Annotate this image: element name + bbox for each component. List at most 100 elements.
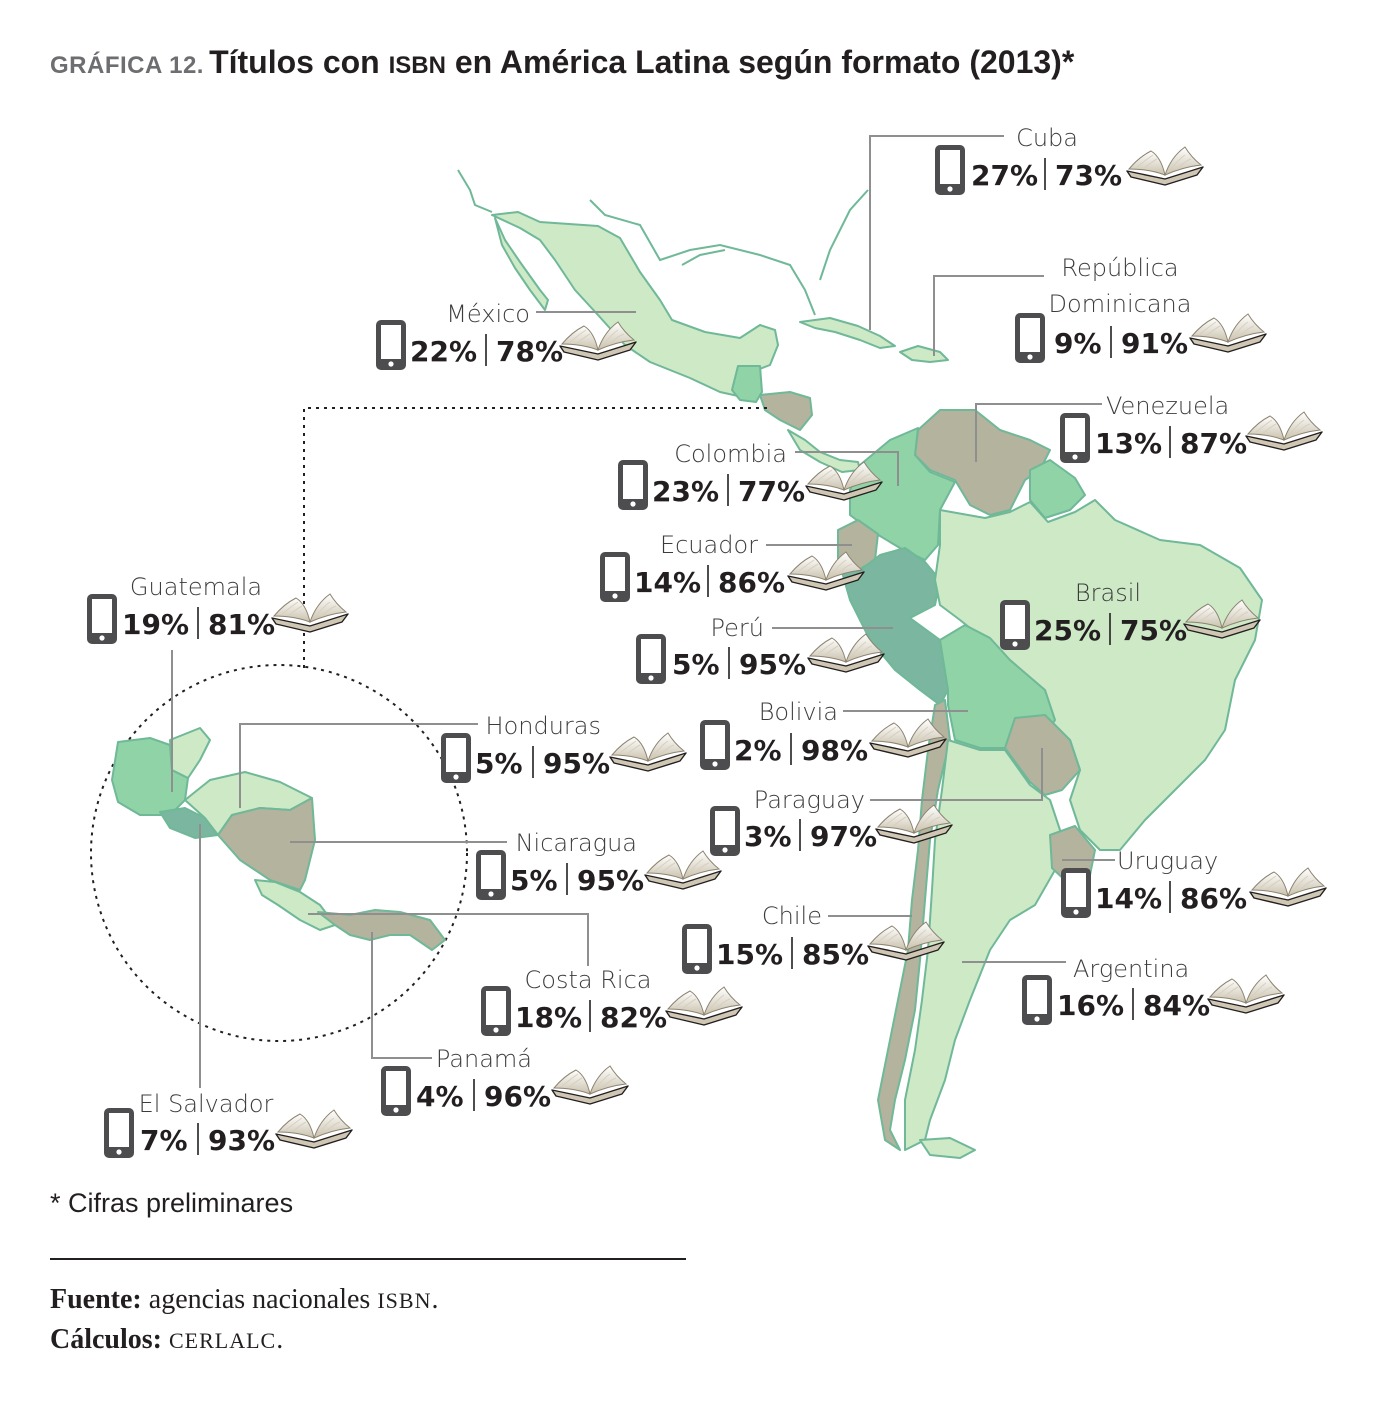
digital-percent: 19%: [122, 608, 189, 641]
phone-icon: [710, 806, 740, 856]
leader-lines: [171, 135, 1115, 1088]
digital-percent: 22%: [410, 335, 477, 368]
phone-icon: [935, 145, 965, 195]
open-book-icon: [1189, 313, 1267, 353]
country-name: Paraguay: [754, 786, 865, 814]
country-name: Chile: [762, 902, 822, 930]
chart-title: Títulos con ISBN en América Latina según…: [209, 44, 1074, 80]
digital-percent: 5%: [475, 747, 523, 780]
phone-icon: [700, 720, 730, 770]
print-percent: 87%: [1180, 427, 1247, 460]
label-paraguay: Paraguay 3% 97%: [710, 786, 953, 856]
phone-icon: [1022, 975, 1052, 1025]
digital-percent: 13%: [1095, 427, 1162, 460]
costarica-shape: [254, 879, 336, 931]
print-percent: 96%: [484, 1080, 551, 1113]
calculations-text: CERLALC: [169, 1328, 277, 1353]
print-percent: 98%: [801, 734, 868, 767]
digital-percent: 23%: [652, 475, 719, 508]
phone-icon: [1060, 413, 1090, 463]
label-dominicana: República Dominicana 9% 91%: [1015, 254, 1267, 363]
country-name: El Salvador: [139, 1090, 274, 1118]
phone-icon: [381, 1066, 411, 1116]
figure-number: GRÁFICA 12.: [50, 52, 204, 79]
digital-percent: 5%: [510, 864, 558, 897]
label-costarica: Costa Rica 18% 82%: [481, 966, 743, 1036]
country-name-line-2: Dominicana: [1049, 290, 1192, 318]
open-book-icon: [1245, 411, 1323, 451]
peru-shape: [839, 547, 949, 706]
digital-percent: 25%: [1034, 614, 1101, 647]
panama-shape: [317, 909, 446, 951]
country-name: Ecuador: [660, 531, 758, 559]
country-name: Bolivia: [759, 698, 838, 726]
label-peru: Perú 5% 95%: [636, 614, 885, 684]
label-colombia: Colombia 23% 77%: [618, 440, 883, 510]
label-brasil: Brasil 25% 75%: [1000, 579, 1261, 650]
label-mexico: México 22% 78%: [376, 300, 637, 370]
open-book-icon: [1126, 146, 1204, 186]
source-line: Fuente: agencias nacionales ISBN.: [50, 1284, 438, 1316]
phone-icon: [600, 552, 630, 602]
source-text: agencias nacionales: [148, 1284, 371, 1315]
print-percent: 95%: [577, 864, 644, 897]
source-label: Fuente:: [50, 1284, 142, 1315]
phone-icon: [104, 1108, 134, 1158]
title-part-1: Títulos con: [209, 44, 380, 80]
digital-percent: 9%: [1054, 327, 1102, 360]
calculations-label: Cálculos:: [50, 1324, 162, 1355]
label-elsalvador: El Salvador 7% 93%: [104, 1090, 353, 1158]
country-name: Venezuela: [1106, 392, 1229, 420]
phone-icon: [1061, 868, 1091, 918]
print-percent: 75%: [1120, 614, 1187, 647]
label-uruguay: Uruguay 14% 86%: [1061, 847, 1327, 918]
chart-header: GRÁFICA 12. Títulos con ISBN en América …: [50, 44, 1074, 81]
print-percent: 73%: [1055, 159, 1122, 192]
footnote: * Cifras preliminares: [50, 1188, 294, 1218]
print-percent: 97%: [810, 820, 877, 853]
digital-percent: 5%: [672, 648, 720, 681]
label-chile: Chile 15% 85%: [682, 902, 945, 974]
calculations-period: .: [276, 1324, 284, 1355]
digital-percent: 14%: [634, 566, 701, 599]
print-percent: 86%: [718, 566, 785, 599]
open-book-icon: [644, 850, 722, 890]
label-ecuador: Ecuador 14% 86%: [600, 531, 865, 602]
print-percent: 95%: [739, 648, 806, 681]
phone-icon: [481, 986, 511, 1036]
open-book-icon: [665, 986, 743, 1026]
country-name: Uruguay: [1117, 847, 1218, 875]
digital-percent: 14%: [1095, 882, 1162, 915]
open-book-icon: [551, 1065, 629, 1105]
phone-icon: [1000, 600, 1030, 650]
inset-circle: [90, 664, 468, 1042]
print-percent: 82%: [600, 1001, 667, 1034]
inset-connector: [303, 407, 768, 668]
label-bolivia: Bolivia 2% 98%: [700, 698, 947, 770]
country-name: Brasil: [1075, 579, 1141, 607]
country-name: Panamá: [436, 1045, 532, 1073]
print-percent: 85%: [802, 938, 869, 971]
print-percent: 91%: [1121, 327, 1188, 360]
phone-icon: [476, 850, 506, 900]
country-name: Perú: [711, 614, 764, 642]
digital-percent: 7%: [140, 1124, 188, 1157]
title-part-2: en América Latina según formato (2013)*: [454, 44, 1075, 80]
digital-percent: 2%: [734, 734, 782, 767]
phone-icon: [441, 733, 471, 783]
label-guatemala: Guatemala 19% 81%: [87, 573, 349, 644]
calculations-line: Cálculos: CERLALC.: [50, 1324, 283, 1356]
label-panama: Panamá 4% 96%: [381, 1045, 629, 1116]
country-name-line-1: República: [1061, 254, 1178, 282]
phone-icon: [618, 460, 648, 510]
open-book-icon: [275, 1109, 353, 1149]
phone-icon: [682, 924, 712, 974]
digital-percent: 16%: [1057, 989, 1124, 1022]
label-venezuela: Venezuela 13% 87%: [1060, 392, 1323, 463]
open-book-icon: [1249, 867, 1327, 907]
open-book-icon: [1207, 974, 1285, 1014]
venezuela-shape: [914, 409, 1051, 516]
mexico-shape: [491, 211, 779, 397]
country-name: Argentina: [1073, 955, 1189, 983]
